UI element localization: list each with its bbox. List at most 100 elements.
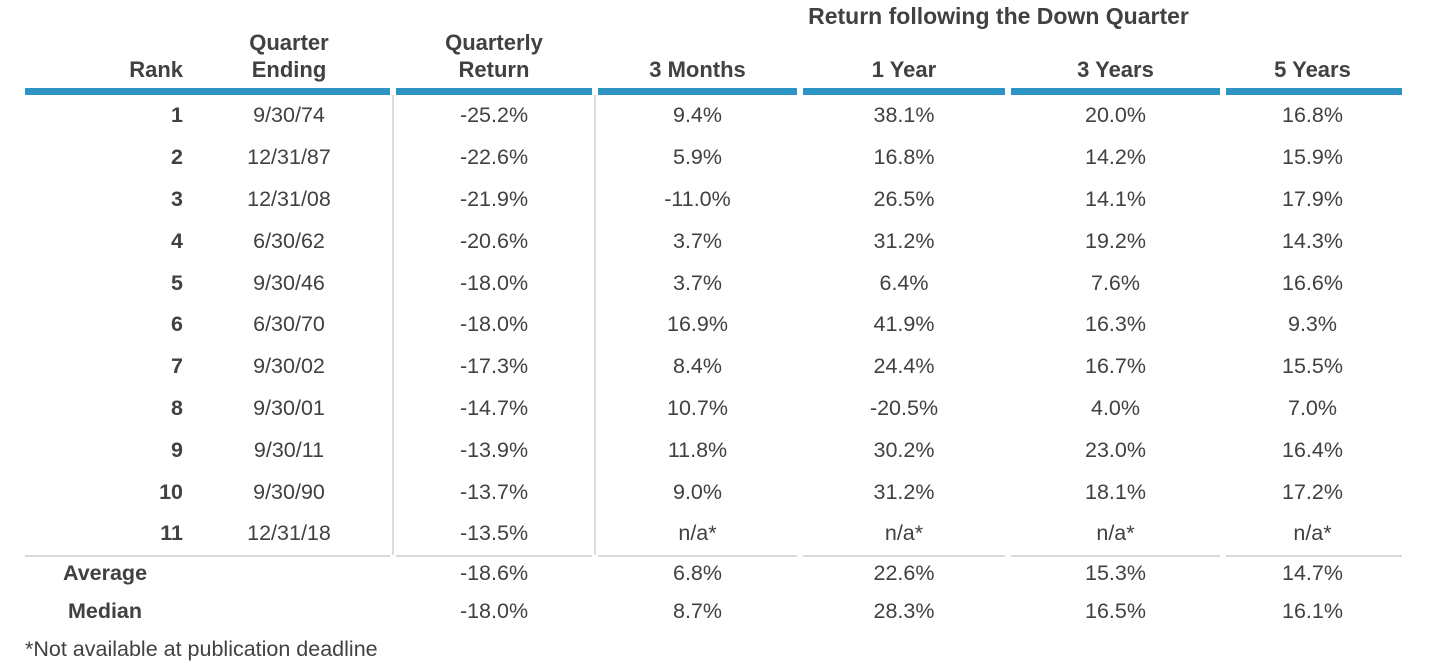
cell-5-years: 16.8% — [1282, 103, 1343, 128]
cell-rank: 3 — [171, 186, 183, 211]
cell-3-years: 14.2% — [1085, 145, 1146, 170]
cell-1-year: 26.5% — [873, 186, 935, 211]
table-row: 5 9/30/46 -18.0% 3.7% 6.4% 7.6% 16.6% — [25, 262, 1402, 304]
cell-3-years: 18.1% — [1085, 479, 1146, 504]
cell-rank: 9 — [171, 437, 183, 462]
col-header-quarterly-return: Quarterly Return — [393, 30, 595, 88]
cell-1-year: -20.5% — [869, 395, 939, 420]
cell-5-years: n/a* — [1293, 521, 1332, 546]
cell-quarter-ending — [185, 555, 393, 593]
cell-3-months: 8.4% — [672, 354, 722, 379]
table-row: 4 6/30/62 -20.6% 3.7% 31.2% 19.2% 14.3% — [25, 220, 1402, 262]
cell-quarter-ending: 6/30/62 — [253, 228, 325, 253]
cell-3-months: 8.7% — [672, 599, 722, 624]
cell-rank: 8 — [171, 395, 183, 420]
summary-label: Median — [67, 599, 143, 624]
summary-divider-segment — [800, 555, 1008, 557]
column-divider — [392, 95, 394, 555]
cell-3-months: 16.9% — [667, 312, 728, 337]
cell-quarter-ending: 9/30/90 — [253, 479, 325, 504]
summary-divider — [25, 555, 1402, 557]
cell-quarterly-return: -17.3% — [459, 354, 529, 379]
col-header-1-year: 1 Year — [871, 57, 937, 82]
summary-divider-segment — [25, 555, 393, 557]
cell-quarterly-return: -18.0% — [459, 312, 529, 337]
cell-rank: 10 — [159, 479, 183, 504]
cell-quarter-ending: 9/30/02 — [253, 354, 325, 379]
cell-1-year: 31.2% — [873, 228, 935, 253]
summary-divider-segment — [595, 555, 800, 557]
cell-5-years: 14.3% — [1282, 228, 1343, 253]
table-row: 3 12/31/08 -21.9% -11.0% 26.5% 14.1% 17.… — [25, 179, 1402, 221]
summary-row-average: Average -18.6% 6.8% 22.6% 15.3% 14.7% — [25, 555, 1402, 593]
footnote: *Not available at publication deadline — [25, 637, 378, 662]
table-row: 2 12/31/87 -22.6% 5.9% 16.8% 14.2% 15.9% — [25, 137, 1402, 179]
table-row: 6 6/30/70 -18.0% 16.9% 41.9% 16.3% 9.3% — [25, 304, 1402, 346]
header-rule-segment — [595, 88, 800, 95]
cell-1-year: n/a* — [884, 521, 924, 546]
cell-5-years: 7.0% — [1287, 395, 1337, 420]
cell-1-year: 41.9% — [873, 312, 935, 337]
cell-rank: 4 — [171, 228, 183, 253]
col-header-quarter-ending-line2: Ending — [251, 57, 327, 82]
cell-quarterly-return: -21.9% — [459, 186, 529, 211]
cell-3-months: 6.8% — [672, 561, 722, 586]
returns-table: Return following the Down Quarter Rank Q… — [25, 0, 1402, 669]
cell-3-months: 3.7% — [672, 270, 722, 295]
cell-3-years: 16.7% — [1085, 354, 1146, 379]
cell-1-year: 38.1% — [873, 103, 935, 128]
cell-rank: 11 — [160, 521, 183, 546]
cell-3-months: 9.4% — [672, 103, 722, 128]
cell-3-years: 19.2% — [1085, 228, 1146, 253]
spacer — [393, 0, 595, 32]
cell-5-years: 17.9% — [1282, 186, 1343, 211]
cell-quarterly-return: -13.5% — [459, 521, 529, 546]
cell-quarter-ending: 6/30/70 — [253, 312, 325, 337]
header-rule-segment — [800, 88, 1008, 95]
cell-1-year: 31.2% — [873, 479, 935, 504]
cell-3-months: n/a* — [678, 521, 717, 546]
header-rule-segment — [1008, 88, 1223, 95]
header-rule-segment — [393, 88, 595, 95]
table-row: 10 9/30/90 -13.7% 9.0% 31.2% 18.1% 17.2% — [25, 471, 1402, 513]
cell-5-years: 16.6% — [1282, 270, 1343, 295]
table-row: 8 9/30/01 -14.7% 10.7% -20.5% 4.0% 7.0% — [25, 388, 1402, 430]
cell-5-years: 15.5% — [1282, 354, 1343, 379]
cell-3-months: 9.0% — [672, 479, 722, 504]
spacer — [185, 0, 393, 32]
cell-quarterly-return: -13.7% — [459, 479, 529, 504]
table-row: 1 9/30/74 -25.2% 9.4% 38.1% 20.0% 16.8% — [25, 95, 1402, 137]
group-header: Return following the Down Quarter — [808, 2, 1189, 29]
cell-quarter-ending — [185, 593, 393, 631]
cell-quarterly-return: -22.6% — [459, 145, 529, 170]
summary-label: Average — [62, 561, 148, 586]
cell-quarter-ending: 9/30/01 — [253, 395, 325, 420]
cell-3-years: n/a* — [1096, 521, 1135, 546]
col-header-rank: Rank — [129, 57, 183, 82]
cell-5-years: 16.1% — [1282, 599, 1343, 624]
cell-3-years: 15.3% — [1085, 561, 1146, 586]
cell-quarter-ending: 12/31/87 — [247, 145, 331, 170]
col-header-3-months: 3 Months — [649, 57, 746, 82]
col-header-quarter-ending-line1: Quarter — [249, 30, 329, 55]
cell-3-months: 5.9% — [672, 145, 722, 170]
cell-1-year: 24.4% — [873, 354, 935, 379]
header-rule-segment — [25, 88, 393, 95]
spacer — [25, 0, 185, 32]
cell-rank: 2 — [171, 145, 183, 170]
cell-3-years: 14.1% — [1085, 186, 1146, 211]
cell-quarterly-return: -18.0% — [459, 270, 529, 295]
cell-3-months: 11.8% — [667, 437, 728, 462]
col-header-quarterly-return-line2: Return — [458, 57, 530, 82]
cell-quarterly-return: -14.7% — [459, 395, 529, 420]
cell-5-years: 17.2% — [1282, 479, 1343, 504]
column-header-row: Rank Quarter Ending Quarterly Return 3 M… — [25, 30, 1402, 88]
summary-divider-segment — [393, 555, 595, 557]
cell-3-years: 23.0% — [1085, 437, 1146, 462]
col-header-quarter-ending: Quarter Ending — [185, 30, 393, 88]
cell-3-months: 10.7% — [667, 395, 728, 420]
cell-1-year: 6.4% — [879, 270, 929, 295]
cell-5-years: 15.9% — [1282, 145, 1343, 170]
cell-1-year: 16.8% — [873, 145, 935, 170]
header-rule-segment — [1223, 88, 1402, 95]
